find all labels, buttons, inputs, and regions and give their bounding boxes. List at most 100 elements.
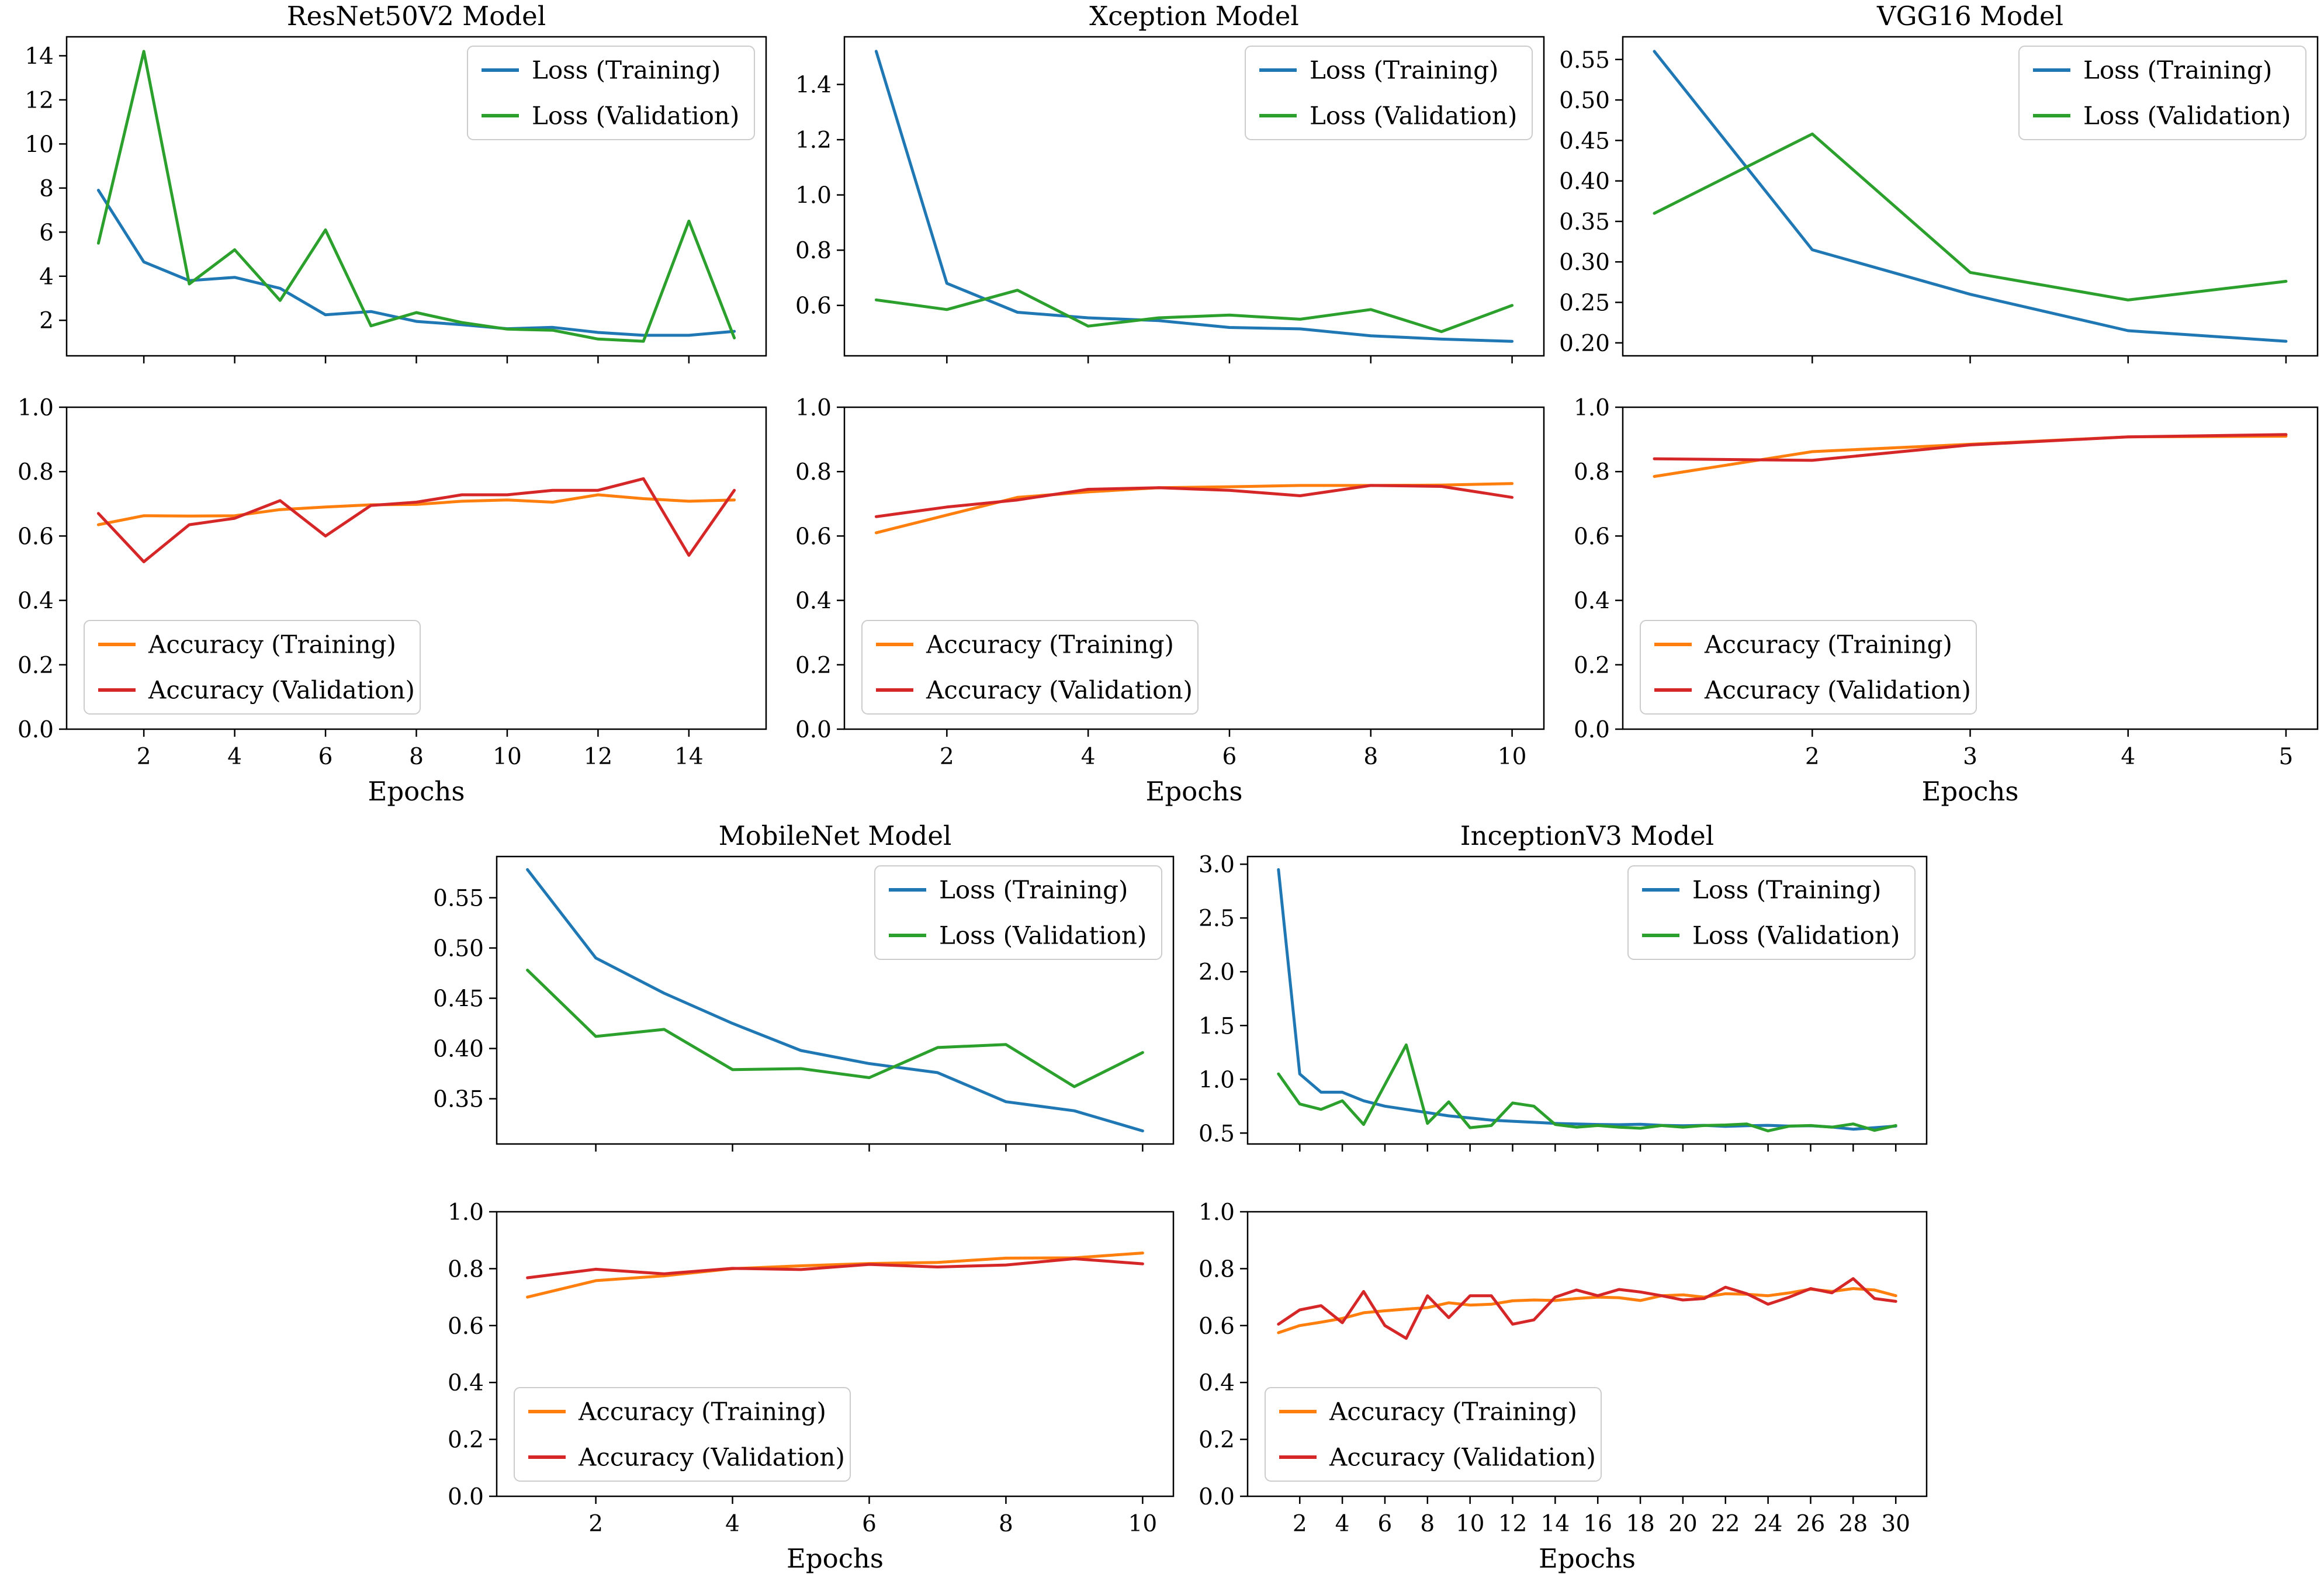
y-tick-label: 0.20: [1559, 331, 1610, 357]
accuracy-validation-line: [96, 477, 736, 563]
loss-validation-line: [1653, 132, 2288, 301]
y-tick-label: 0.8: [795, 238, 832, 264]
chart-title: MobileNet Model: [719, 820, 952, 851]
y-tick-label: 2: [39, 308, 54, 334]
y-tick-label: 0.45: [433, 986, 484, 1013]
x-tick-label: 26: [1796, 1511, 1826, 1537]
y-tick-label: 0.55: [1559, 47, 1610, 74]
x-tick-label: 3: [1963, 744, 1977, 770]
x-tick-label: 8: [1363, 744, 1378, 770]
legend-label-accuracy-training: Accuracy (Training): [1329, 1398, 1577, 1426]
legend-box: [514, 1387, 851, 1482]
legend-label-accuracy-validation: Accuracy (Validation): [1704, 676, 1971, 705]
loss-validation-line: [96, 50, 736, 343]
legend-box: [861, 620, 1199, 715]
y-tick-label: 0.25: [1559, 290, 1610, 317]
loss-validation-line: [526, 968, 1144, 1088]
x-tick-label: 20: [1668, 1511, 1698, 1537]
plot-frame: [1622, 36, 2319, 357]
legend-label-loss-training: Loss (Training): [1692, 876, 1881, 904]
legend-label-accuracy-validation: Accuracy (Validation): [148, 676, 415, 705]
y-tick-label: 0.6: [1199, 1313, 1235, 1340]
y-tick-label: 1.0: [1199, 1199, 1235, 1226]
x-axis-label: Epochs: [1539, 1543, 1636, 1574]
accuracy-validation-line: [874, 484, 1514, 518]
y-tick-label: 0.0: [18, 717, 54, 743]
x-tick-label: 8: [409, 744, 424, 770]
y-tick-label: 6: [39, 220, 54, 246]
y-tick-label: 14: [25, 43, 54, 70]
x-tick-label: 18: [1626, 1511, 1655, 1537]
x-axis-label: Epochs: [787, 1543, 884, 1574]
chart-title: ResNet50V2 Model: [287, 1, 546, 32]
y-tick-label: 1.0: [1199, 1067, 1235, 1093]
y-tick-label: 12: [25, 88, 54, 114]
legend-label-loss-validation: Loss (Validation): [2083, 102, 2291, 130]
x-tick-label: 2: [588, 1511, 603, 1537]
accuracy-validation-line: [1653, 433, 2288, 462]
y-tick-label: 2.0: [1199, 959, 1235, 986]
x-tick-label: 2: [137, 744, 151, 770]
y-tick-label: 1.0: [795, 395, 832, 421]
y-tick-label: 1.0: [1574, 395, 1610, 421]
y-tick-label: 8: [39, 176, 54, 202]
y-tick-label: 1.5: [1199, 1013, 1235, 1039]
x-tick-label: 4: [1335, 1511, 1350, 1537]
y-tick-label: 0.0: [448, 1484, 484, 1510]
y-tick-label: 0.4: [795, 588, 832, 615]
y-tick-label: 0.4: [1574, 588, 1610, 615]
y-tick-label: 4: [39, 264, 54, 290]
y-tick-label: 0.30: [1559, 249, 1610, 276]
chart-xception-accuracy: 2 4 6 8 10 0.0 0.2 0.4 0.6 0.8 1.0 Epochs Accuracy (…: [795, 395, 1545, 807]
y-tick-label: 0.0: [1574, 717, 1610, 743]
loss-training-line: [96, 189, 736, 337]
x-axis-label: Epochs: [1921, 776, 2018, 807]
y-tick-label: 1.4: [795, 72, 832, 99]
y-tick-label: 2.5: [1199, 906, 1235, 932]
x-tick-label: 6: [862, 1511, 877, 1537]
loss-training-line: [526, 868, 1144, 1133]
chart-mobilenet-accuracy: 2 4 6 8 10 0.0 0.2 0.4 0.6 0.8 1.0 Epochs Accuracy (…: [448, 1199, 1175, 1574]
x-tick-label: 28: [1839, 1511, 1868, 1537]
legend-label-loss-training: Loss (Training): [532, 56, 721, 85]
y-tick-label: 0.6: [795, 293, 832, 320]
legend-box: [874, 865, 1162, 960]
legend-label-loss-validation: Loss (Validation): [939, 921, 1147, 950]
legend-label-loss-training: Loss (Training): [939, 876, 1128, 904]
y-tick-label: 10: [25, 131, 54, 158]
chart-resnet50v2-loss: 2 4 6 8 10 12 14 ResNet50V2 Model Loss (Training…: [25, 1, 767, 363]
x-tick-label: 2: [1293, 1511, 1307, 1537]
x-tick-label: 10: [1498, 744, 1527, 770]
legend-label-accuracy-validation: Accuracy (Validation): [1329, 1443, 1596, 1472]
y-tick-label: 0.6: [448, 1313, 484, 1340]
y-tick-label: 0.6: [1574, 523, 1610, 550]
chart-title: Xception Model: [1089, 1, 1299, 32]
y-tick-label: 0.2: [1574, 653, 1610, 679]
accuracy-validation-line: [1277, 1277, 1897, 1340]
legend-label-loss-validation: Loss (Validation): [1310, 102, 1517, 130]
x-axis-label: Epochs: [368, 776, 465, 807]
y-tick-label: 0.50: [433, 936, 484, 962]
y-tick-label: 0.40: [433, 1036, 484, 1063]
chart-inceptionv3-accuracy: 2 4 6 8 10 12 14 16 18 20 22 24 26 28 300.00.20.40.60.…: [1199, 1199, 1928, 1574]
y-tick-label: 0.6: [18, 523, 54, 550]
x-tick-label: 6: [1222, 744, 1237, 770]
x-axis-label: Epochs: [1145, 776, 1242, 807]
x-tick-label: 24: [1754, 1511, 1783, 1537]
x-tick-label: 10: [493, 744, 522, 770]
legend-box: [2018, 46, 2306, 140]
y-tick-label: 0.4: [1199, 1370, 1235, 1396]
y-tick-label: 1.0: [18, 395, 54, 421]
legend-box: [467, 46, 755, 140]
loss-validation-line: [874, 289, 1514, 334]
legend-label-accuracy-validation: Accuracy (Validation): [926, 676, 1193, 705]
loss-training-line: [1653, 50, 2288, 343]
legend-box: [84, 620, 421, 715]
accuracy-training-line: [526, 1251, 1144, 1299]
y-tick-label: 0.8: [795, 459, 832, 486]
y-tick-label: 0.2: [18, 653, 54, 679]
x-tick-label: 4: [725, 1511, 740, 1537]
legend-label-loss-validation: Loss (Validation): [1692, 921, 1900, 950]
y-tick-label: 0.5: [1199, 1121, 1235, 1147]
